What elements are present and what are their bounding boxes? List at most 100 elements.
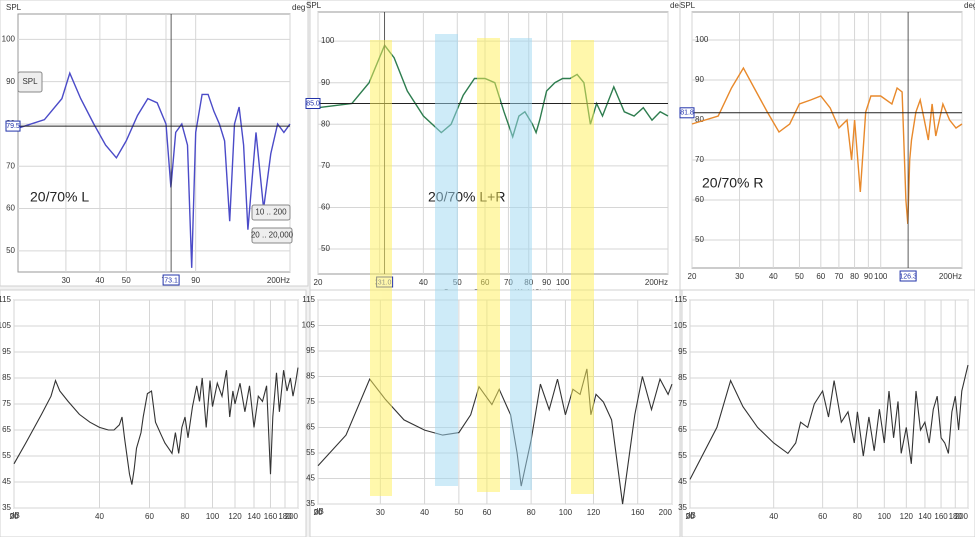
x-tick-label: 90 [191,276,200,285]
y-tick-label: 115 [0,295,12,304]
x-tick-label: 200Hz [939,272,962,281]
y-tick-label: 90 [6,77,15,86]
data-line [691,66,963,225]
button-label[interactable]: SPL [22,77,38,86]
y-tick-label: 100 [2,34,16,43]
x-tick-label: 100 [874,272,888,281]
data-line [689,364,969,480]
y-tick-label: 85 [306,372,315,381]
cursor-box [899,270,917,282]
x-tick-label: 90 [542,278,551,287]
data-line [17,71,291,268]
annotation: 20/70% R [702,175,763,191]
x-tick-label: 40 [769,512,778,521]
x-tick-label: 100 [206,512,220,521]
y-tick-label: 45 [678,477,687,486]
y2-axis-label: deg [292,3,305,12]
y-axis-label: SPL [6,3,22,12]
y-tick-label: 65 [678,425,687,434]
cursor-y-label: 79.5 [6,123,20,130]
y-tick-label: 80 [695,115,704,124]
y-tick-label: 45 [306,474,315,483]
data-line [317,43,669,140]
x-tick-label: 40 [420,508,429,517]
x-tick-label: 200Hz [645,278,668,287]
y-tick-label: 70 [695,155,704,164]
button-label[interactable]: 10 .. 200 [255,208,287,217]
data-line [13,367,299,485]
x-tick-label: 30 [61,276,70,285]
x-tick-label: 80 [181,512,190,521]
x-tick-label: 100 [559,508,573,517]
y-tick-label: 55 [2,451,11,460]
button-label[interactable]: 20 .. 20,000 [251,231,294,240]
y-tick-label: 60 [6,204,15,213]
cursor-x-label: 126.3 [899,273,917,280]
y-tick-label: 70 [321,161,330,170]
button[interactable] [251,204,291,221]
y-tick-label: 95 [2,347,11,356]
cursor-box [305,97,321,109]
x-tick-label: 120 [587,508,601,517]
data-line [317,368,673,505]
x-tick-label: 80 [527,508,536,517]
x-tick-label: 200 [285,512,299,521]
cursor-box [679,107,695,119]
y-tick-label: 100 [695,35,709,44]
x-tick-label: 70 [834,272,843,281]
y-tick-label: 70 [6,161,15,170]
y-tick-label: 60 [321,203,330,212]
highlight-band [477,38,500,492]
y-tick-label: 35 [306,499,315,508]
annotation: 20/70% L [30,189,89,205]
x-tick-label: 90 [864,272,873,281]
x-tick-label: 60 [145,512,154,521]
highlight-band [571,40,594,494]
y-tick-label: 105 [0,321,12,330]
y-tick-label: 65 [2,425,11,434]
x-tick-label: 20 [688,272,697,281]
x-tick-label: 140 [247,512,261,521]
y-tick-label: 55 [306,448,315,457]
button[interactable] [17,71,43,93]
x-tick-label: 50 [122,276,131,285]
x-tick-label: 30 [735,272,744,281]
x-tick-label: 80 [853,512,862,521]
cursor-x-label: 73.1 [164,277,178,284]
y-tick-label: 55 [678,451,687,460]
y-tick-label: 75 [306,397,315,406]
x-tick-label: 20 [314,278,323,287]
cursor-y-label: 85.0 [306,100,320,107]
y-tick-label: 90 [695,75,704,84]
y2-axis-label: deg [670,1,683,10]
y-tick-label: 50 [321,244,330,253]
y2-axis-label: deg [964,1,975,10]
x-tick-label: 200Hz [267,276,290,285]
y-tick-label: 100 [321,36,335,45]
button[interactable] [251,227,293,244]
x-tick-label: 120 [228,512,242,521]
y-axis-label: dB [314,507,324,516]
x-tick-label: 50 [795,272,804,281]
y-tick-label: 95 [306,346,315,355]
y-axis-label: SPL [306,1,322,10]
x-tick-label: 80 [850,272,859,281]
x-tick-label: 60 [482,508,491,517]
x-tick-label: 60 [816,272,825,281]
y-tick-label: 45 [2,477,11,486]
x-tick-label: 120 [900,512,914,521]
x-tick-label: 180 [949,512,963,521]
y-axis-label: SPL [680,1,696,10]
y-tick-label: 105 [302,321,316,330]
highlight-band [435,34,458,486]
x-tick-label: 70 [504,278,513,287]
x-tick-label: 40 [769,272,778,281]
cursor-box [5,120,21,132]
y-tick-label: 115 [674,295,687,304]
y-axis-label: dB [686,511,696,520]
y-tick-label: 50 [695,235,704,244]
highlight-bands [370,34,594,496]
y-tick-label: 85 [678,373,687,382]
y-tick-label: 60 [695,195,704,204]
x-tick-label: 160 [264,512,278,521]
